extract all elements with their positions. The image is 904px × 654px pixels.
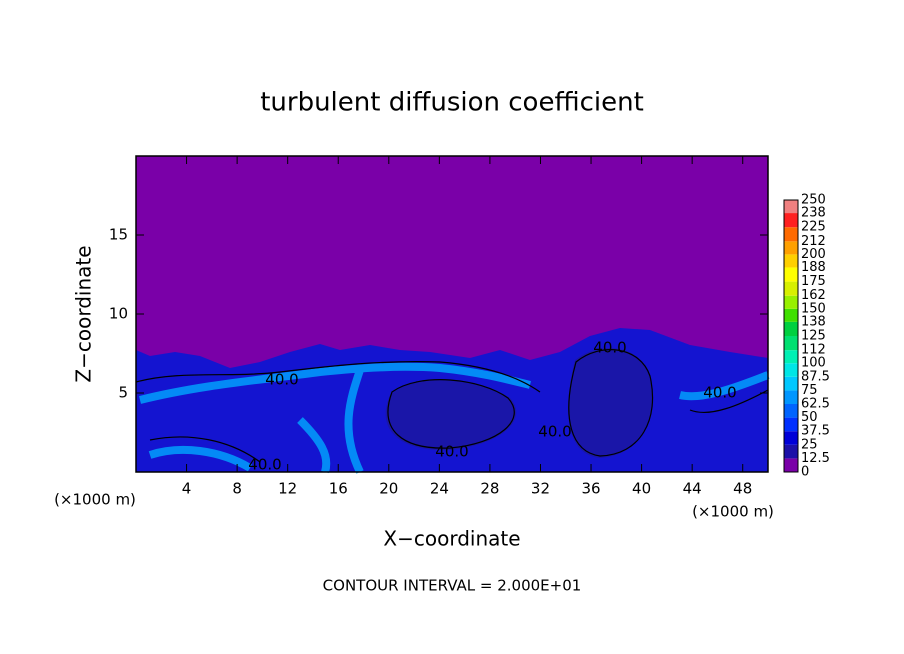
colorbar-label: 75	[801, 383, 818, 398]
colorbar-label: 162	[801, 288, 826, 303]
colorbar-label: 112	[801, 343, 826, 358]
footer-note: CONTOUR INTERVAL = 2.000E+01	[323, 577, 582, 595]
colorbar-label: 175	[801, 274, 826, 289]
x-unit-label: (×1000 m)	[692, 503, 774, 521]
colorbar-segment	[784, 390, 798, 404]
colorbar-label: 138	[801, 314, 826, 329]
colorbar-label: 225	[801, 220, 826, 235]
colorbar-label: 238	[801, 206, 826, 221]
colorbar-segment	[784, 444, 798, 459]
colorbar-label: 37.5	[801, 424, 830, 439]
colorbar-label: 0	[801, 465, 809, 480]
field-contour	[135, 349, 769, 463]
colorbar-segment	[784, 350, 798, 364]
colorbar-segment	[784, 458, 798, 472]
colorbar-segment	[784, 281, 798, 296]
colorbar-label: 200	[801, 247, 826, 262]
y-axis-label: Z−coordinate	[72, 245, 96, 382]
contour-label: 40.0	[248, 456, 281, 474]
colorbar-segment	[784, 267, 798, 282]
colorbar-segment	[784, 227, 798, 242]
y-tick-label: 5	[118, 384, 128, 402]
x-tick-label: 12	[278, 480, 297, 498]
colorbar-label: 100	[801, 356, 826, 371]
chart-title: turbulent diffusion coefficient	[260, 88, 644, 118]
colorbar-segment	[784, 241, 798, 255]
colorbar-label: 25	[801, 437, 818, 452]
x-unit-label: (×1000 m)	[54, 491, 136, 509]
colorbar-segment	[784, 376, 798, 391]
colorbar-segment	[784, 431, 798, 445]
colorbar-label: 62.5	[801, 397, 830, 412]
x-tick-label: 40	[632, 480, 651, 498]
colorbar-segment	[784, 200, 798, 214]
colorbar-segment	[784, 417, 798, 432]
colorbar-segment	[784, 321, 798, 336]
x-tick-label: 20	[379, 480, 398, 498]
x-tick-label: 24	[430, 480, 449, 498]
x-tick-label: 44	[683, 480, 702, 498]
colorbar-label: 12.5	[801, 451, 830, 466]
contour-label: 40.0	[703, 384, 736, 402]
field-streak	[139, 362, 770, 474]
x-tick-label: 16	[329, 480, 348, 498]
colorbar-label: 188	[801, 260, 826, 275]
x-tick-label: 32	[531, 480, 550, 498]
colorbar-segment	[784, 336, 798, 351]
colorbar-label: 87.5	[801, 369, 830, 384]
colorbar-label: 250	[801, 193, 826, 208]
field	[135, 156, 770, 474]
x-axis-label: X−coordinate	[383, 527, 520, 551]
y-tick-label: 10	[109, 305, 128, 323]
colorbar-segment	[784, 254, 798, 268]
contour-label: 40.0	[265, 371, 298, 389]
colorbar-segment	[784, 363, 798, 377]
colorbar-label: 212	[801, 234, 826, 249]
field-core	[385, 348, 653, 458]
x-tick-label: 4	[182, 480, 192, 498]
x-tick-label: 8	[232, 480, 242, 498]
colorbar-label: 150	[801, 301, 826, 316]
x-tick-label: 48	[733, 480, 752, 498]
contour-label: 40.0	[538, 423, 571, 441]
colorbar-label: 125	[801, 329, 826, 344]
x-tick-label: 28	[480, 480, 499, 498]
colorbar-segment	[784, 295, 798, 309]
contour-label: 40.0	[435, 443, 468, 461]
colorbar-segment	[784, 404, 798, 418]
x-tick-label: 36	[581, 480, 600, 498]
colorbar-segment	[784, 308, 798, 322]
y-tick-label: 15	[109, 226, 128, 244]
contour-label: 40.0	[593, 339, 626, 357]
colorbar-frame	[783, 199, 799, 473]
colorbar-label: 50	[801, 410, 818, 425]
colorbar-segment	[784, 213, 798, 228]
